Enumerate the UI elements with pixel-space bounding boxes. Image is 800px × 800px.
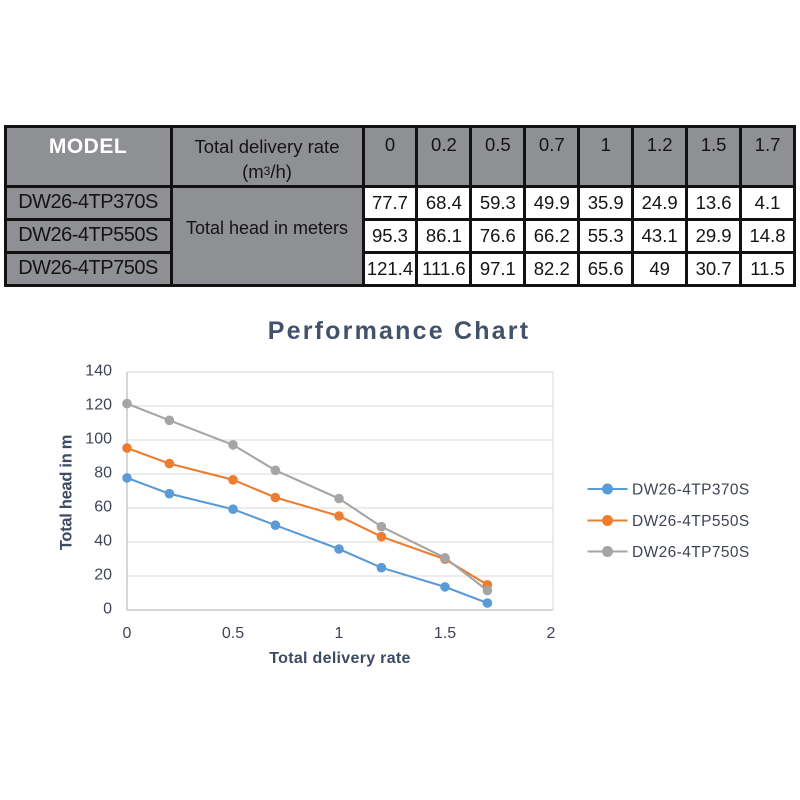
svg-text:0: 0 <box>103 601 112 618</box>
svg-text:DW26-4TP370S: DW26-4TP370S <box>632 482 750 499</box>
svg-text:Total head in m: Total head in m <box>58 435 76 550</box>
svg-text:1: 1 <box>335 625 344 642</box>
svg-text:60: 60 <box>94 499 112 516</box>
svg-text:80: 80 <box>94 465 112 482</box>
svg-text:0: 0 <box>123 625 132 642</box>
svg-text:DW26-4TP550S: DW26-4TP550S <box>632 513 750 530</box>
svg-text:1.5: 1.5 <box>434 625 456 642</box>
svg-text:Performance Chart: Performance Chart <box>268 317 530 345</box>
svg-text:0.5: 0.5 <box>222 625 244 642</box>
svg-text:100: 100 <box>85 431 112 448</box>
svg-text:2: 2 <box>547 625 556 642</box>
svg-text:20: 20 <box>94 567 112 584</box>
svg-text:40: 40 <box>94 533 112 550</box>
svg-text:DW26-4TP750S: DW26-4TP750S <box>632 544 750 561</box>
svg-text:140: 140 <box>85 363 112 380</box>
svg-text:Total delivery rate: Total delivery rate <box>269 650 410 667</box>
svg-text:120: 120 <box>85 397 112 414</box>
